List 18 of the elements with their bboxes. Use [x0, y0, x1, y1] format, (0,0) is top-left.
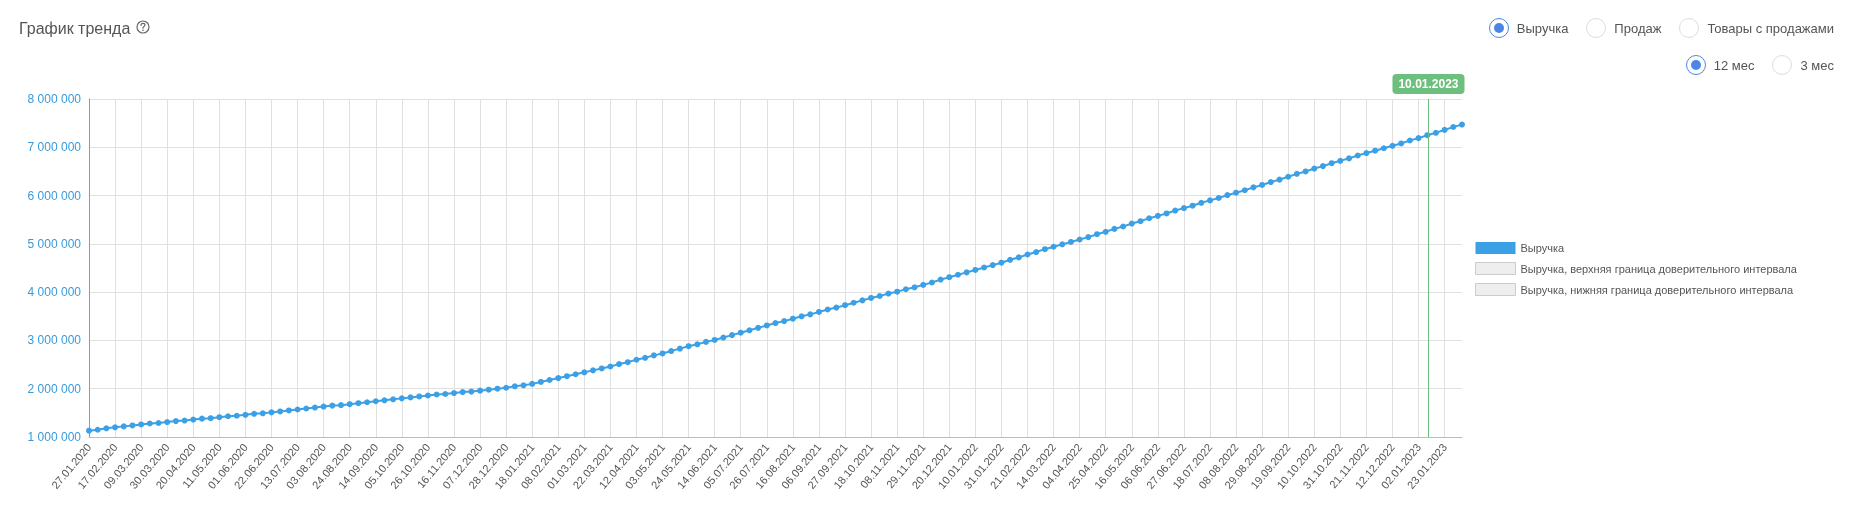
y-tick-label: 6 000 000: [27, 188, 82, 203]
legend-label: Выручка: [1520, 242, 1566, 254]
y-tick-label: 3 000 000: [27, 333, 82, 348]
y-tick-label: 8 000 000: [27, 92, 82, 106]
y-tick-label: 7 000 000: [27, 140, 82, 155]
y-tick-label: 5 000 000: [27, 236, 82, 251]
text: 3 мес: [1800, 57, 1834, 73]
text: 12 мес: [1713, 57, 1755, 73]
text: Товары с продажами: [1707, 20, 1834, 36]
y-tick-label: 2 000 000: [27, 381, 82, 396]
text: Продаж: [1614, 20, 1662, 36]
y-tick-label: 1 000 000: [27, 430, 82, 444]
chart-title: График тренда: [19, 20, 131, 38]
legend-label: Выручка, верхняя граница доверительного интервала: [1520, 262, 1798, 275]
text: Выручка: [1516, 20, 1569, 36]
ref-line-label: 10.01.2023: [1398, 77, 1459, 91]
y-tick-label: 4 000 000: [27, 285, 82, 300]
legend-label: Выручка, нижняя граница доверительного интервала: [1520, 283, 1795, 296]
